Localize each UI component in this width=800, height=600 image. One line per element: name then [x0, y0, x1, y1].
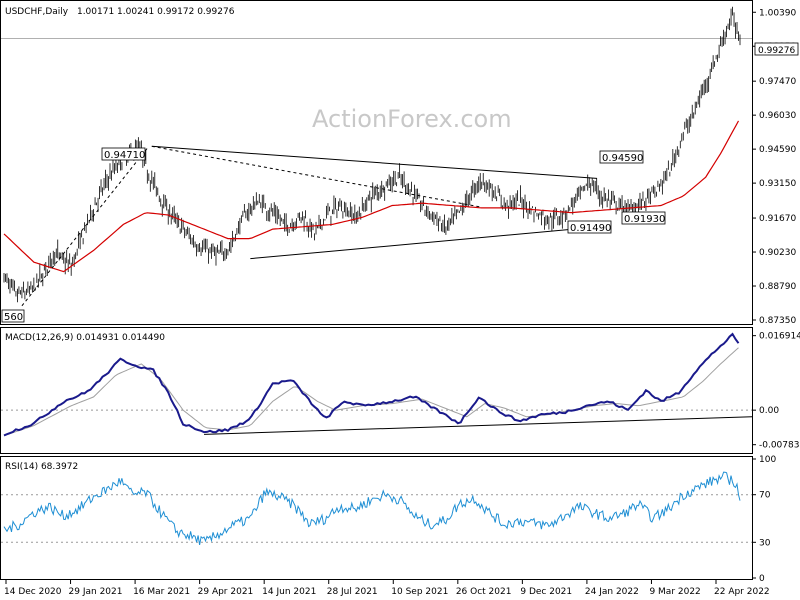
- moving-average: [3, 120, 740, 273]
- price-tick-label: 0.96030: [759, 111, 796, 121]
- macd-axis: 0.016914 0.00 -0.007839: [752, 332, 800, 451]
- rsi-tick-label: 0: [759, 574, 765, 584]
- rsi-grid: [1, 494, 752, 543]
- svg-text:0.91490: 0.91490: [570, 223, 611, 234]
- rsi-lines: [3, 471, 741, 545]
- macd-lines: [3, 332, 753, 437]
- price-tick-label: 0.90230: [759, 248, 796, 258]
- x-tick-label: 9 Mar 2022: [649, 587, 700, 597]
- price-tick-label: 0.88790: [759, 282, 796, 292]
- macd-trendline: [204, 416, 753, 435]
- annotation-91930: 0.91930: [621, 211, 666, 225]
- svg-text:0.94710: 0.94710: [104, 150, 145, 161]
- macd-signal-line: [3, 347, 739, 437]
- annotation-560: 560: [1, 309, 25, 323]
- svg-text:0.91930: 0.91930: [624, 214, 665, 225]
- rsi-line: [3, 471, 741, 545]
- x-tick-label: 9 Dec 2021: [520, 587, 572, 597]
- ma-line: [3, 120, 740, 273]
- svg-text:0.99276: 0.99276: [758, 46, 795, 56]
- chart-title: USDCHF,Daily 1.00171 1.00241 0.99172 0.9…: [5, 7, 235, 17]
- price-tick-label: 0.93150: [759, 179, 796, 189]
- rsi-title: RSI(14) 68.3972: [5, 462, 78, 472]
- annotation-94710: 0.94710: [101, 147, 146, 161]
- x-tick-label: 10 Sep 2021: [391, 587, 448, 597]
- x-tick-label: 26 Oct 2021: [456, 587, 512, 597]
- macd-tick-label: 0.00: [759, 406, 779, 416]
- rsi-tick-label: 70: [759, 491, 771, 501]
- x-tick-label: 28 Jul 2021: [327, 587, 378, 597]
- trendlines: [21, 145, 597, 307]
- macd-tick-label: 0.016914: [759, 332, 800, 342]
- x-tick-label: 29 Apr 2021: [198, 587, 254, 597]
- price-tick-label: 1.00390: [759, 8, 796, 18]
- x-tick-label: 22 Apr 2022: [714, 587, 770, 597]
- last-price-marker: 0.99276: [754, 42, 799, 56]
- channel-dotted-line: [151, 145, 482, 208]
- support-dotted-line: [21, 145, 150, 307]
- macd-line: [3, 332, 740, 437]
- price-tick-label: 0.97470: [759, 77, 796, 87]
- annotation-91490: 0.91490: [567, 220, 612, 234]
- macd-tick-label: -0.007839: [759, 441, 800, 451]
- svg-text:560: 560: [4, 312, 23, 323]
- rsi-axis: 100 70 30 0: [752, 455, 776, 584]
- macd-title: MACD(12,26,9) 0.014931 0.014490: [5, 333, 165, 343]
- main-panel-frame: [0, 0, 753, 325]
- x-tick-label: 24 Jan 2022: [585, 587, 639, 597]
- x-tick-label: 14 Jun 2021: [262, 587, 316, 597]
- time-axis: 14 Dec 2020 29 Jan 2021 16 Mar 2021 29 Apr …: [4, 580, 770, 597]
- rsi-panel-frame: [0, 456, 753, 580]
- x-tick-label: 14 Dec 2020: [4, 587, 62, 597]
- price-tick-label: 0.94590: [759, 145, 796, 155]
- candles: [3, 6, 741, 303]
- x-tick-label: 16 Mar 2021: [133, 587, 190, 597]
- macd-panel-frame: [0, 327, 753, 454]
- lower-trendline: [250, 226, 597, 260]
- rsi-tick-label: 100: [759, 455, 776, 465]
- watermark: ActionForex.com: [312, 105, 512, 133]
- rsi-tick-label: 30: [759, 538, 771, 548]
- annotation-94590: 0.94590: [599, 150, 644, 164]
- price-tick-label: 0.87350: [759, 316, 796, 326]
- x-tick-label: 29 Jan 2021: [69, 587, 123, 597]
- upper-trendline: [151, 145, 597, 179]
- svg-text:0.94590: 0.94590: [602, 153, 643, 164]
- price-tick-label: 0.91670: [759, 214, 796, 224]
